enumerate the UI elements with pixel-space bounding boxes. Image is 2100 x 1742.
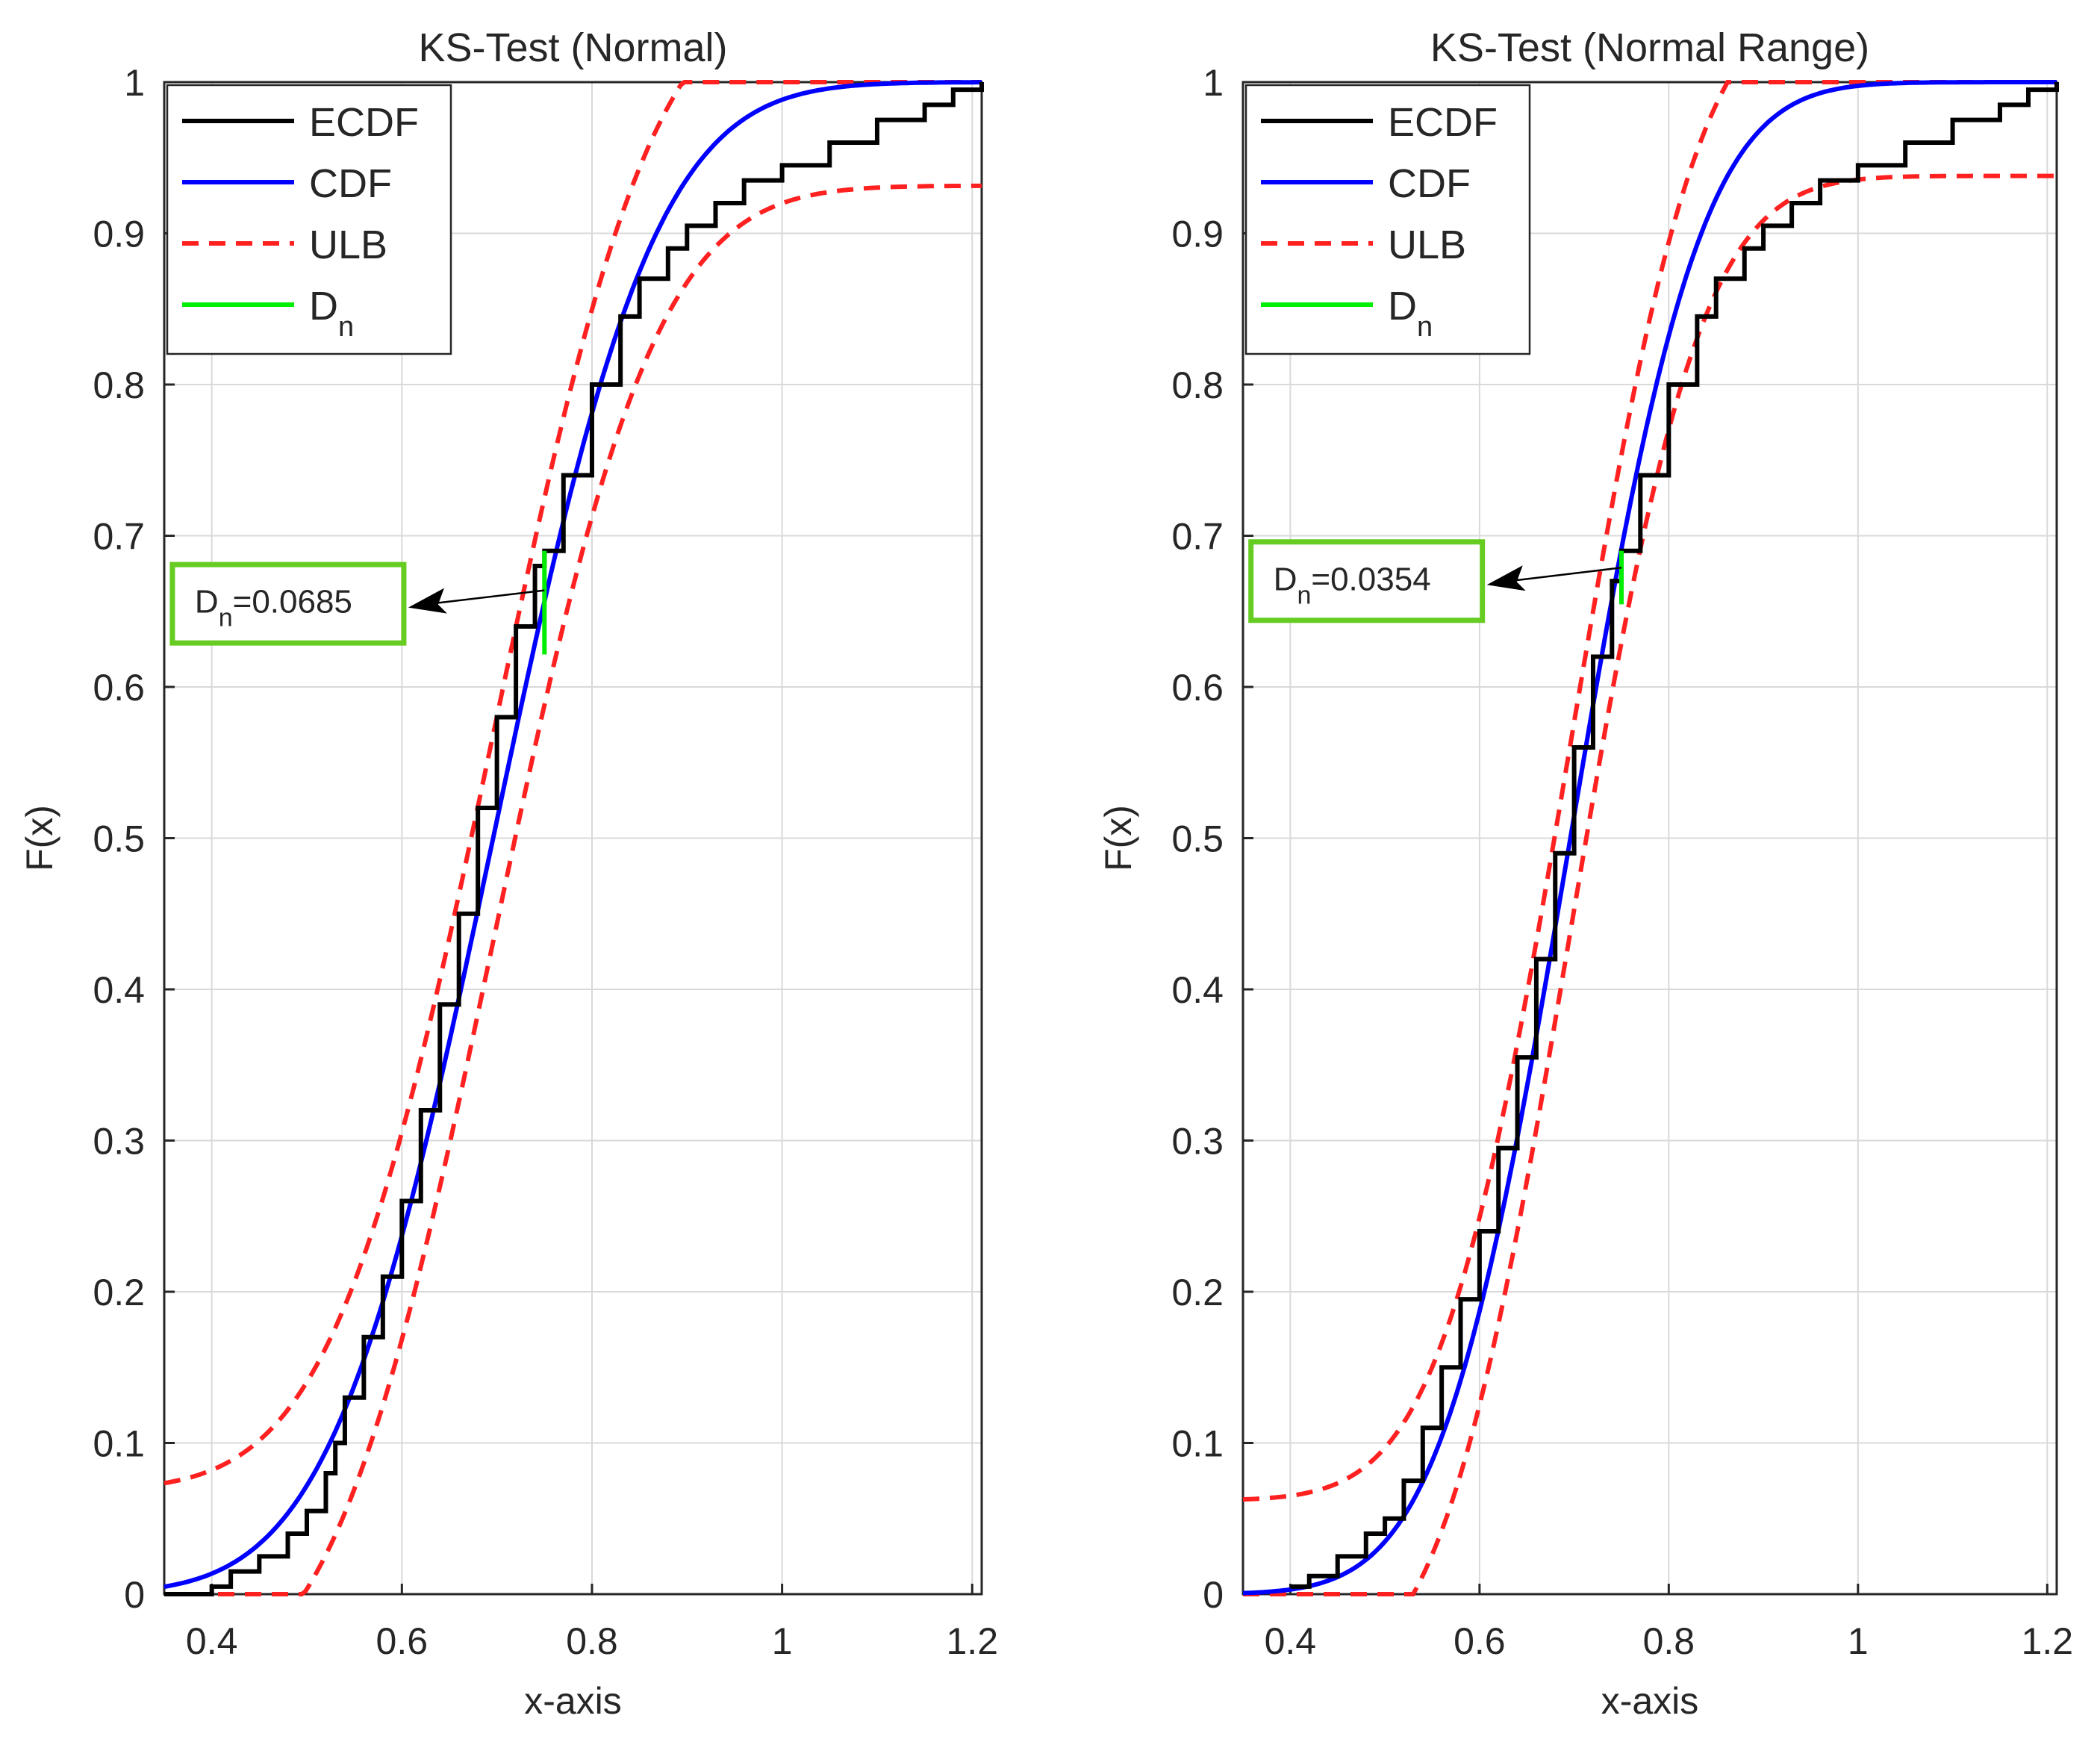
y-tick-label: 0.9 xyxy=(93,214,145,255)
x-tick-label: 0.8 xyxy=(1643,1620,1695,1662)
series-layer xyxy=(163,80,984,1596)
dn-annotation-text: Dn=0.0685 xyxy=(195,584,352,632)
y-tick-label: 1 xyxy=(124,62,145,104)
ecdf-line xyxy=(164,82,984,1596)
y-tick-label: 0.5 xyxy=(1171,818,1224,860)
x-tick-label: 1 xyxy=(772,1620,793,1662)
y-tick-label: 0.7 xyxy=(93,516,145,558)
dn-annotation-text: Dn=0.0354 xyxy=(1274,561,1431,609)
chart-title: KS-Test (Normal Range) xyxy=(1430,25,1869,70)
ulb-lower-line xyxy=(164,183,982,1596)
y-tick-label: 0.1 xyxy=(93,1423,145,1465)
y-tick-label: 0.3 xyxy=(1171,1121,1224,1163)
legend-label-dn: Dn xyxy=(309,284,354,343)
dn-annotation-arrow xyxy=(1515,567,1622,582)
legend-label-ulb: ULB xyxy=(309,223,387,267)
ulb-lower-line xyxy=(1243,173,2057,1596)
x-tick-label: 0.4 xyxy=(1265,1620,1317,1662)
legend-label-cdf: CDF xyxy=(1388,161,1471,206)
x-tick-label: 1.2 xyxy=(2022,1620,2074,1662)
x-tick-label: 0.8 xyxy=(566,1620,618,1662)
dn-annotation: Dn=0.0354 xyxy=(1248,539,1622,623)
y-tick-label: 0.9 xyxy=(1171,214,1224,255)
dn-annotation-box xyxy=(1248,539,1486,623)
y-tick-label: 1 xyxy=(1203,62,1224,104)
y-tick-label: 0.2 xyxy=(1171,1272,1224,1313)
x-axis-label: x-axis xyxy=(524,1680,622,1722)
ulb-upper-line xyxy=(163,80,982,1486)
y-tick-label: 0.2 xyxy=(93,1272,145,1313)
x-tick-label: 0.6 xyxy=(376,1620,429,1662)
legend-box xyxy=(1244,84,1531,355)
dn-annotation: Dn=0.0685 xyxy=(169,562,545,646)
legend-label-ecdf: ECDF xyxy=(1388,100,1498,145)
legend-box xyxy=(166,84,452,355)
dn-annotation-arrow xyxy=(436,589,545,604)
axis-ticks: 0.4 0.6 0.8 1 1.2 0 0.1 0.2 0.3 0.4 0.5 0.6 0.7 0.8 0.… xyxy=(1171,62,2073,1662)
ulb-upper-line xyxy=(1242,80,2057,1502)
ks-test-normal-range-panel: 0.4 0.6 0.8 1 1.2 0 0.1 0.2 0.3 0.4 0.5 0.6 0.7 0.8 0.… xyxy=(1097,25,2073,1722)
cdf-line xyxy=(163,80,982,1590)
y-tick-label: 0 xyxy=(1203,1574,1224,1616)
cdf-line xyxy=(1242,80,2057,1596)
axis-ticks: 0.4 0.6 0.8 1 1.2 0 0.1 0.2 0.3 0.4 0.5 0.6 0.7 0.8 0.… xyxy=(93,62,998,1662)
y-tick-label: 0 xyxy=(124,1574,145,1616)
y-axis-label: F(x) xyxy=(19,805,60,871)
legend-label-ulb: ULB xyxy=(1388,223,1466,267)
y-tick-label: 0.4 xyxy=(1171,969,1224,1011)
legend: ECDF CDF ULB Dn xyxy=(166,84,452,355)
series-layer xyxy=(1242,80,2059,1596)
y-tick-label: 0.5 xyxy=(93,818,145,860)
y-tick-label: 0.8 xyxy=(1171,364,1224,406)
y-tick-label: 0.7 xyxy=(1171,516,1224,558)
x-tick-label: 0.6 xyxy=(1454,1620,1506,1662)
dn-annotation-box xyxy=(169,562,407,646)
legend-label-dn: Dn xyxy=(1388,284,1433,343)
y-tick-label: 0.3 xyxy=(93,1121,145,1163)
y-tick-label: 0.6 xyxy=(1171,667,1224,709)
dn-annotation-arrowhead xyxy=(408,588,447,614)
y-tick-label: 0.8 xyxy=(93,364,145,406)
x-tick-label: 0.4 xyxy=(186,1620,238,1662)
chart-title: KS-Test (Normal) xyxy=(418,25,727,70)
y-axis-label: F(x) xyxy=(1097,805,1139,871)
x-tick-label: 1.2 xyxy=(947,1620,999,1662)
legend-label-ecdf: ECDF xyxy=(309,100,419,145)
y-tick-label: 0.1 xyxy=(1171,1423,1224,1465)
dn-annotation-arrowhead xyxy=(1486,565,1526,591)
x-tick-label: 1 xyxy=(1848,1620,1869,1662)
ks-test-normal-panel: 0.4 0.6 0.8 1 1.2 0 0.1 0.2 0.3 0.4 0.5 0.6 0.7 0.8 0.… xyxy=(19,25,998,1722)
y-tick-label: 0.4 xyxy=(93,969,145,1011)
legend-label-cdf: CDF xyxy=(309,161,392,206)
legend: ECDF CDF ULB Dn xyxy=(1244,84,1531,355)
ecdf-line xyxy=(1290,82,2059,1589)
x-axis-label: x-axis xyxy=(1601,1680,1699,1722)
y-tick-label: 0.6 xyxy=(93,667,145,709)
